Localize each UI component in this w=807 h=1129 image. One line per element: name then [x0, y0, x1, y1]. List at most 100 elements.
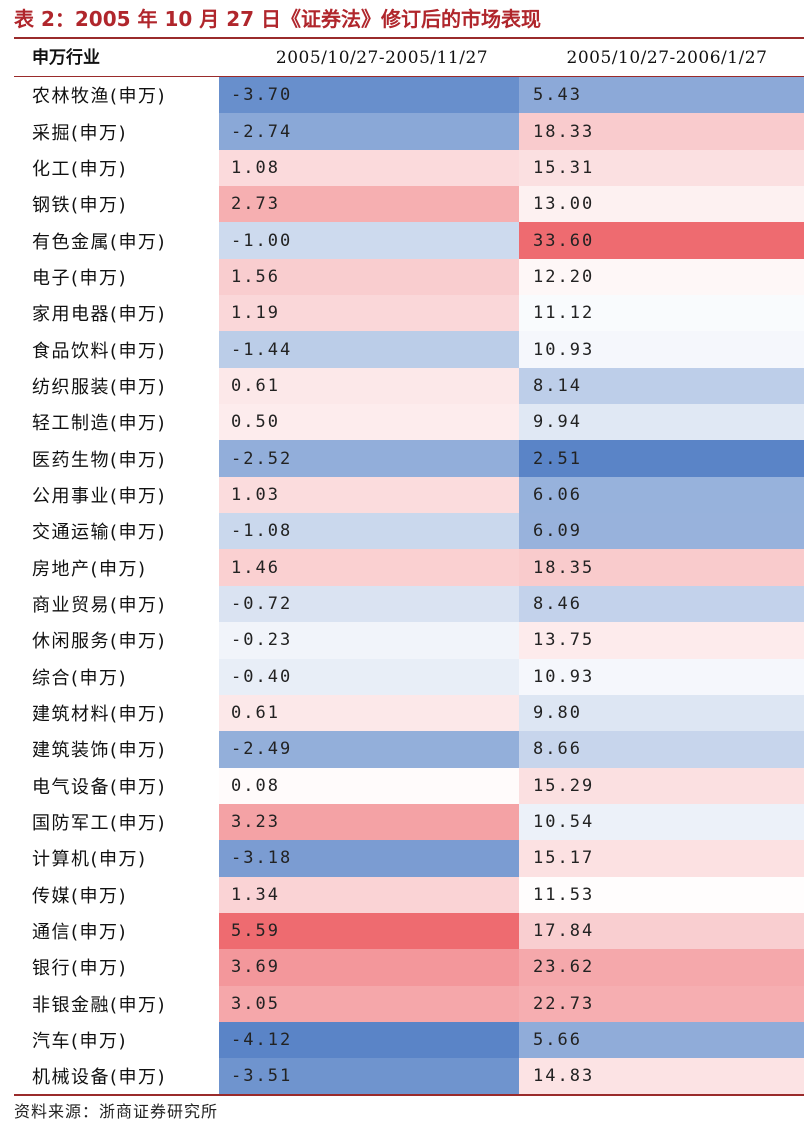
- period-1-cell: -2.49: [219, 731, 519, 768]
- table-row: 化工(申万) 1.08 15.31: [14, 149, 804, 187]
- industry-cell: 传媒(申万): [32, 885, 128, 907]
- industry-cell: 建筑材料(申万): [32, 704, 167, 726]
- industry-cell: 食品饮料(申万): [32, 340, 167, 362]
- industry-cell: 农林牧渔(申万): [32, 86, 167, 108]
- industry-cell: 计算机(申万): [32, 849, 147, 871]
- period-2-cell: 9.94: [519, 404, 804, 441]
- industry-cell: 非银金融(申万): [32, 994, 167, 1016]
- industry-cell: 建筑装饰(申万): [32, 740, 167, 762]
- header-rule: [14, 76, 804, 77]
- table-row: 休闲服务(申万) -0.23 13.75: [14, 622, 804, 659]
- table-row: 有色金属(申万) -1.00 33.60: [14, 222, 804, 259]
- industry-cell: 机械设备(申万): [32, 1067, 167, 1089]
- table-row: 轻工制造(申万) 0.50 9.94: [14, 404, 804, 441]
- period-2-cell: 8.46: [519, 585, 804, 623]
- period-1-cell: 1.56: [219, 258, 519, 296]
- industry-cell: 医药生物(申万): [32, 449, 167, 471]
- period-2-cell: 18.35: [519, 549, 804, 586]
- table-row: 通信(申万) 5.59 17.84: [14, 912, 804, 950]
- industry-cell: 电气设备(申万): [32, 776, 167, 798]
- period-2-cell: 8.14: [519, 367, 804, 405]
- industry-cell: 采掘(申万): [32, 122, 128, 144]
- bottom-rule: [14, 1094, 804, 1096]
- table-row: 建筑装饰(申万) -2.49 8.66: [14, 731, 804, 768]
- table-row: 机械设备(申万) -3.51 14.83: [14, 1058, 804, 1095]
- industry-cell: 综合(申万): [32, 667, 128, 689]
- industry-cell: 休闲服务(申万): [32, 631, 167, 653]
- period-2-cell: 33.60: [519, 222, 804, 259]
- industry-cell: 银行(申万): [32, 958, 128, 980]
- period-1-cell: 0.50: [219, 404, 519, 441]
- period-1-cell: 0.61: [219, 367, 519, 405]
- period-2-cell: 14.83: [519, 1058, 804, 1095]
- period-2-cell: 11.53: [519, 876, 804, 913]
- source-note: 资料来源：浙商证券研究所: [14, 1102, 219, 1121]
- industry-cell: 国防军工(申万): [32, 813, 167, 835]
- period-2-cell: 23.62: [519, 949, 804, 986]
- period-2-cell: 6.09: [519, 513, 804, 550]
- table-title: 表 2：2005 年 10 月 27 日《证券法》修订后的市场表现: [14, 7, 542, 31]
- period-1-cell: -3.18: [219, 840, 519, 877]
- industry-cell: 有色金属(申万): [32, 231, 167, 253]
- period-2-cell: 11.12: [519, 295, 804, 332]
- industry-cell: 公用事业(申万): [32, 485, 167, 507]
- period-1-cell: -3.70: [219, 77, 519, 114]
- period-1-cell: -1.44: [219, 331, 519, 368]
- period-2-cell: 6.06: [519, 476, 804, 514]
- period-1-cell: -2.74: [219, 113, 519, 150]
- period-2-cell: 13.00: [519, 186, 804, 223]
- industry-cell: 商业贸易(申万): [32, 594, 167, 616]
- period-2-cell: 18.33: [519, 113, 804, 150]
- industry-cell: 通信(申万): [32, 922, 128, 944]
- table-row: 房地产(申万) 1.46 18.35: [14, 549, 804, 586]
- period-1-cell: -2.52: [219, 440, 519, 477]
- period-2-cell: 15.29: [519, 767, 804, 804]
- table-row: 公用事业(申万) 1.03 6.06: [14, 476, 804, 514]
- table-row: 综合(申万) -0.40 10.93: [14, 658, 804, 695]
- period-1-cell: 1.34: [219, 876, 519, 913]
- period-1-cell: 1.03: [219, 476, 519, 514]
- table-row: 电气设备(申万) 0.08 15.29: [14, 767, 804, 804]
- header-period-2: 2005/10/27-2006/1/27: [566, 48, 768, 68]
- industry-cell: 钢铁(申万): [32, 195, 128, 217]
- header-industry: 申万行业: [32, 48, 100, 68]
- table-row: 纺织服装(申万) 0.61 8.14: [14, 367, 804, 405]
- period-1-cell: 1.19: [219, 295, 519, 332]
- industry-cell: 化工(申万): [32, 158, 128, 180]
- period-1-cell: 1.08: [219, 149, 519, 187]
- period-2-cell: 10.54: [519, 803, 804, 841]
- period-2-cell: 13.75: [519, 622, 804, 659]
- table-row: 家用电器(申万) 1.19 11.12: [14, 295, 804, 332]
- industry-cell: 纺织服装(申万): [32, 376, 167, 398]
- period-2-cell: 5.43: [519, 77, 804, 114]
- industry-cell: 汽车(申万): [32, 1031, 128, 1053]
- period-2-cell: 17.84: [519, 912, 804, 950]
- period-2-cell: 12.20: [519, 258, 804, 296]
- period-2-cell: 2.51: [519, 440, 804, 477]
- table-row: 农林牧渔(申万) -3.70 5.43: [14, 77, 804, 114]
- industry-cell: 家用电器(申万): [32, 304, 167, 326]
- industry-cell: 电子(申万): [32, 267, 128, 289]
- period-1-cell: 2.73: [219, 186, 519, 223]
- period-1-cell: -1.08: [219, 513, 519, 550]
- table-row: 采掘(申万) -2.74 18.33: [14, 113, 804, 150]
- period-2-cell: 15.17: [519, 840, 804, 877]
- period-1-cell: -0.40: [219, 658, 519, 695]
- period-1-cell: 3.69: [219, 949, 519, 986]
- top-rule: [14, 37, 804, 39]
- table-row: 医药生物(申万) -2.52 2.51: [14, 440, 804, 477]
- period-1-cell: 5.59: [219, 912, 519, 950]
- period-1-cell: -0.23: [219, 622, 519, 659]
- table-row: 非银金融(申万) 3.05 22.73: [14, 985, 804, 1022]
- table-row: 传媒(申万) 1.34 11.53: [14, 876, 804, 913]
- period-1-cell: -1.00: [219, 222, 519, 259]
- table-header: 申万行业 2005/10/27-2005/11/27 2005/10/27-20…: [14, 40, 804, 76]
- period-1-cell: -4.12: [219, 1021, 519, 1059]
- table-body: 农林牧渔(申万) -3.70 5.43 采掘(申万) -2.74 18.33 化工(申万) 1…: [14, 77, 804, 1095]
- industry-cell: 交通运输(申万): [32, 522, 167, 544]
- industry-cell: 房地产(申万): [32, 558, 147, 580]
- header-period-1: 2005/10/27-2005/11/27: [275, 48, 489, 68]
- table-row: 国防军工(申万) 3.23 10.54: [14, 803, 804, 841]
- table-row: 钢铁(申万) 2.73 13.00: [14, 186, 804, 223]
- period-2-cell: 5.66: [519, 1021, 804, 1059]
